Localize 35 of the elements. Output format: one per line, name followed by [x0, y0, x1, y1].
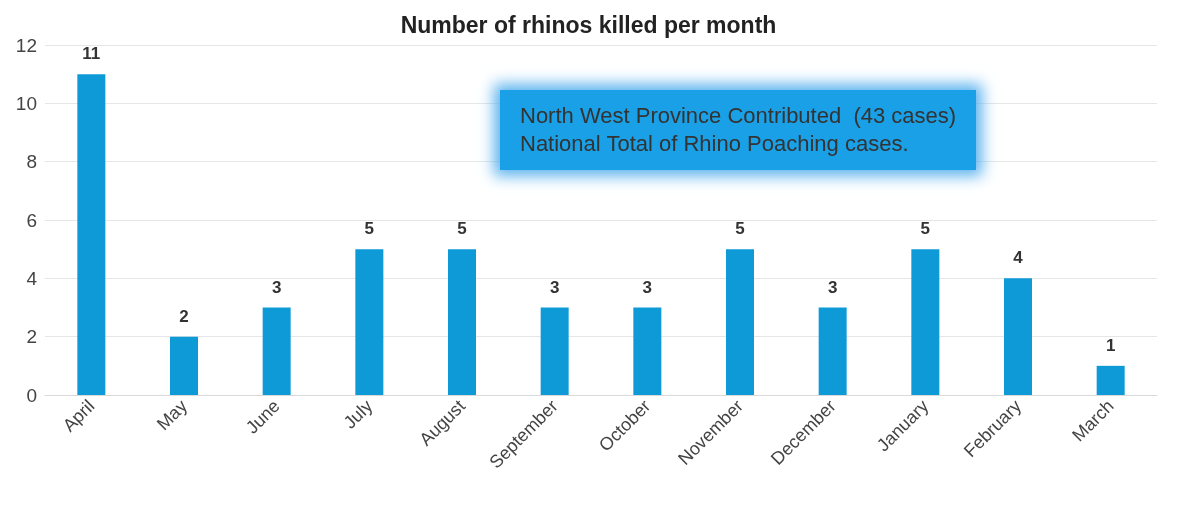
bar — [262, 307, 291, 395]
data-label: 3 — [271, 277, 282, 297]
data-label: 5 — [364, 219, 375, 239]
bar — [633, 307, 662, 395]
bar — [448, 249, 476, 395]
bar — [1096, 365, 1125, 395]
bar — [355, 249, 384, 395]
y-tick-label: 2 — [26, 326, 37, 348]
bar — [77, 74, 106, 395]
bar — [911, 249, 940, 395]
data-label: 5 — [735, 219, 745, 239]
data-label: 3 — [827, 277, 838, 297]
y-tick-label: 10 — [15, 92, 37, 114]
y-tick-label: 0 — [26, 384, 37, 406]
data-label: 11 — [82, 44, 101, 64]
y-tick-label: 4 — [26, 267, 38, 289]
data-label: 1 — [1105, 335, 1116, 355]
bar — [170, 336, 198, 395]
data-label: 3 — [642, 277, 653, 297]
data-label: 2 — [179, 306, 189, 326]
bar — [540, 307, 569, 395]
data-label: 5 — [920, 219, 931, 239]
data-label: 3 — [549, 277, 560, 297]
x-tick-label: May — [152, 395, 192, 435]
y-tick-label: 6 — [26, 209, 37, 231]
y-tick-label: 12 — [15, 34, 37, 56]
bar — [726, 249, 754, 395]
bar — [818, 307, 847, 395]
bar — [1004, 278, 1032, 395]
chart-title: Number of rhinos killed per month — [400, 11, 777, 38]
data-label: 4 — [1013, 248, 1024, 268]
x-tick-label: July — [339, 395, 377, 433]
annotation: North West Province Contributed (43 cases) National Total of Rhino Poaching cases. — [500, 90, 977, 170]
data-label: 5 — [457, 219, 467, 239]
y-tick-label: 8 — [26, 151, 37, 173]
